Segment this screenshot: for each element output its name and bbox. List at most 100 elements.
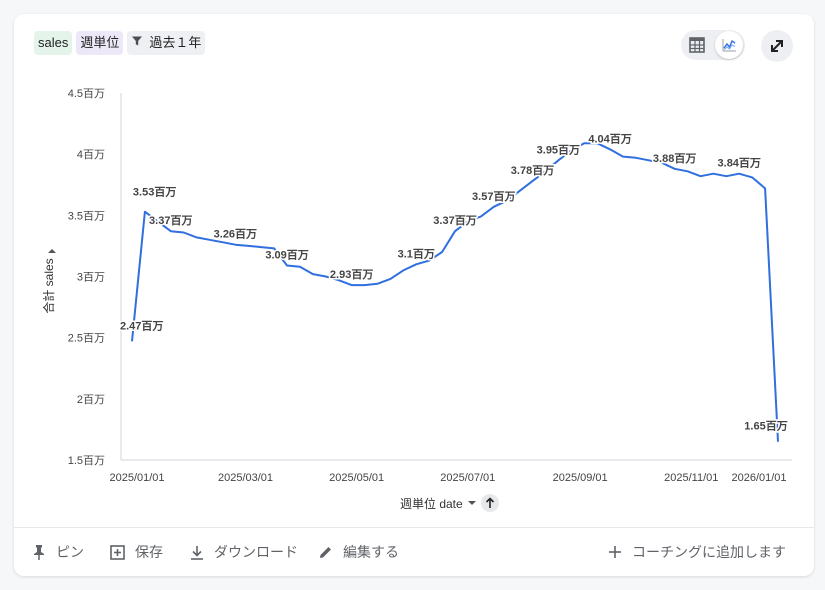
data-point[interactable] [478,214,484,220]
add-coaching-button[interactable]: コーチングに追加します [608,542,786,562]
data-point[interactable] [491,204,497,210]
y-tick-label: 4百万 [77,149,105,161]
data-label: 3.53百万 [133,186,176,199]
pin-button[interactable]: ピン [32,542,84,562]
line-chart-icon [722,39,736,52]
pin-label: ピン [56,544,84,560]
data-point[interactable] [452,228,458,234]
data-point[interactable] [181,229,187,235]
data-label: 3.78百万 [511,164,554,177]
data-point[interactable] [775,439,781,445]
data-point[interactable] [568,147,574,153]
data-point[interactable] [555,157,561,163]
data-point[interactable] [219,239,225,245]
data-point[interactable] [194,234,200,240]
data-point[interactable] [672,166,678,172]
data-point[interactable] [530,178,536,184]
expand-button[interactable] [761,30,793,62]
data-point[interactable] [232,242,238,248]
save-button[interactable]: 保存 [110,542,163,562]
edit-button[interactable]: 編集する [318,542,399,562]
y-tick-labels: 4.5百万 4百万 3.5百万 3百万 2.5百万 2百万 1.5百万 [68,88,105,467]
data-point[interactable] [736,171,742,177]
data-point[interactable] [310,271,316,277]
data-point[interactable] [697,173,703,179]
filter-chip-label: 過去１年 [149,35,202,50]
data-point[interactable] [685,168,691,174]
data-point[interactable] [762,185,768,191]
data-point[interactable] [336,277,342,283]
y-tick-label: 2百万 [77,394,105,406]
x-tick-labels: 2025/01/01 2025/03/01 2025/05/01 2025/07/01… [109,472,786,484]
x-tick-label: 2026/01/01 [731,472,786,484]
data-point[interactable] [374,281,380,287]
data-point[interactable] [207,237,213,243]
data-point[interactable] [607,146,613,152]
data-point[interactable] [439,249,445,255]
data-point[interactable] [465,218,471,224]
data-point[interactable] [362,282,368,288]
data-label: 3.88百万 [653,152,696,165]
x-tick-label: 2025/01/01 [109,472,164,484]
line-chart: 4.5百万 4百万 3.5百万 3百万 2.5百万 2百万 1.5百万 2025/01/01… [41,88,792,484]
data-point[interactable] [710,171,716,177]
y-tick-label: 3.5百万 [68,210,105,222]
data-point[interactable] [323,274,329,280]
download-button[interactable]: ダウンロード [190,542,298,562]
data-label: 3.37百万 [149,214,192,227]
data-point[interactable] [413,261,419,267]
data-label: 2.47百万 [120,319,163,332]
data-point[interactable] [245,243,251,249]
data-point[interactable] [168,228,174,234]
add-coaching-label: コーチングに追加します [632,544,786,560]
chart-view-button[interactable] [715,31,743,59]
data-point[interactable] [271,245,277,251]
series-line [131,142,779,442]
data-point[interactable] [155,218,161,224]
data-point[interactable] [542,168,548,174]
x-axis-dropdown-caret-icon[interactable] [467,498,477,508]
view-toggle [681,30,745,60]
x-axis-sort-button[interactable] [480,494,499,512]
x-tick-label: 2025/09/01 [553,472,608,484]
data-point[interactable] [426,258,432,264]
arrow-up-icon [485,497,494,508]
x-tick-label: 2025/11/01 [664,472,718,484]
table-view-button[interactable] [683,31,711,59]
data-label: 2.93百万 [330,268,373,281]
data-point[interactable] [749,174,755,180]
x-tick-label: 2025/07/01 [440,472,495,484]
data-label: 1.65百万 [744,420,787,433]
data-point[interactable] [594,140,600,146]
dimension-chip-label: 週単位 [80,35,120,50]
measure-chip-label: sales [38,35,69,50]
expand-icon [771,40,783,52]
data-point[interactable] [620,154,626,160]
data-label: 3.57百万 [472,190,515,203]
measure-chip[interactable]: sales [34,31,73,55]
data-point[interactable] [142,209,148,215]
pencil-icon [320,546,331,558]
data-point[interactable] [504,198,510,204]
filter-chip[interactable]: 過去１年 [127,31,206,55]
footer-actions: ピン 保存 ダウンロード 編集する [14,528,814,576]
data-point[interactable] [258,244,264,250]
data-point[interactable] [129,338,135,344]
y-axis-title: 合計 sales [41,249,56,314]
data-point[interactable] [633,155,639,161]
data-point[interactable] [646,157,652,163]
data-point[interactable] [297,264,303,270]
plus-icon [609,546,621,558]
dimension-chip[interactable]: 週単位 [76,31,124,55]
data-point[interactable] [284,262,290,268]
data-point[interactable] [400,267,406,273]
data-point[interactable] [581,140,587,146]
data-point[interactable] [723,173,729,179]
data-point[interactable] [387,276,393,282]
data-label: 3.84百万 [718,157,761,170]
data-point[interactable] [349,282,355,288]
data-label: 4.04百万 [588,132,631,145]
data-point[interactable] [517,188,523,194]
download-icon [191,545,203,560]
data-point[interactable] [659,160,665,166]
